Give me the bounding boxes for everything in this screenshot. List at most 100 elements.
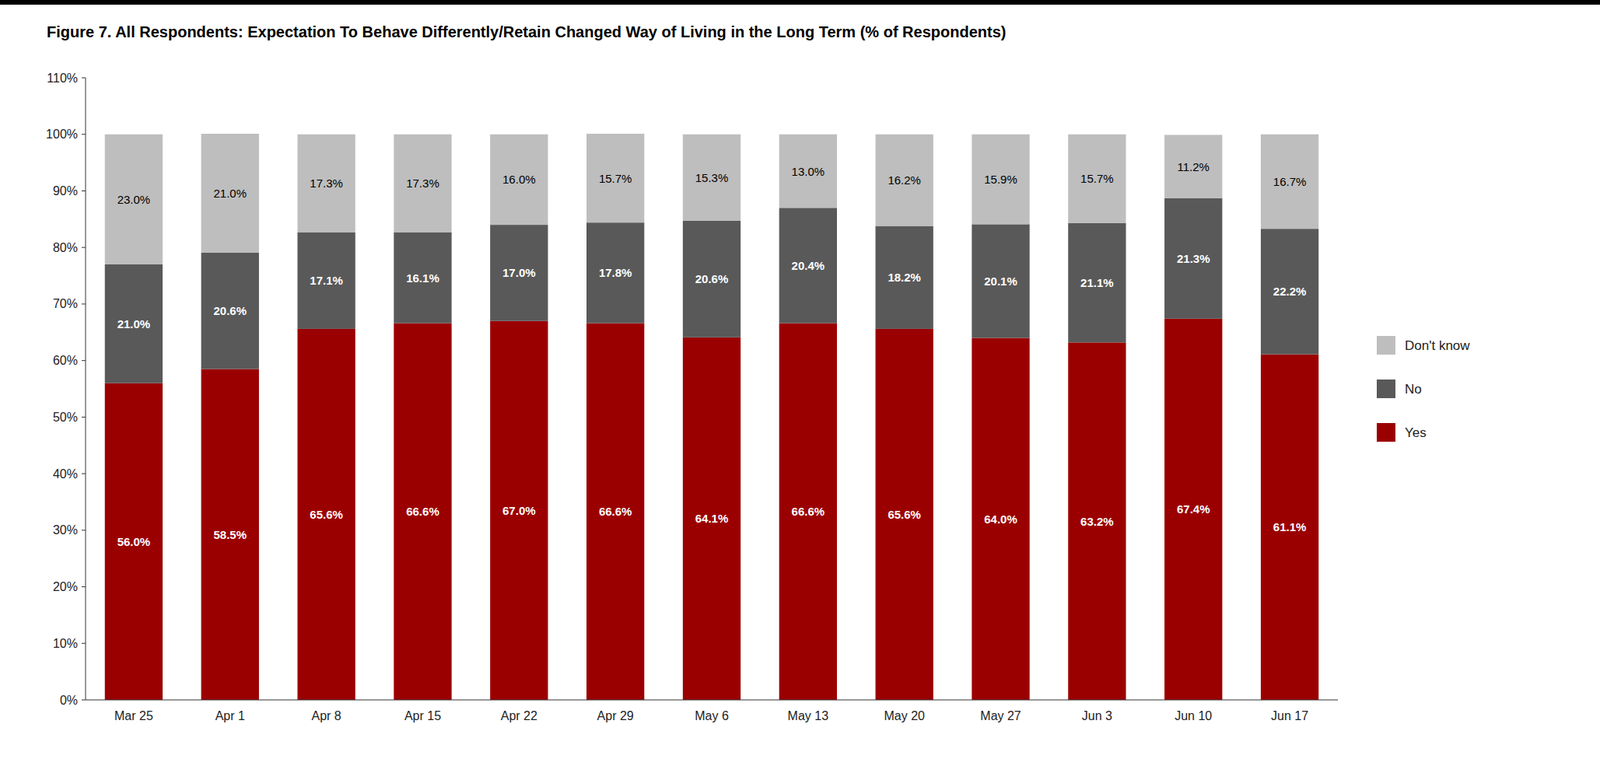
data-label: 13.0% [791,164,826,179]
data-label: 56.0% [117,535,151,549]
x-axis-line [85,700,1338,701]
bar-segment [1260,228,1319,354]
bar-segment [1164,134,1222,198]
bar-segment [875,226,934,330]
chart: Figure 7. All Respondents: Expectation T… [0,0,1600,766]
y-tick-label: 70% [52,297,78,311]
legend-swatch [1376,423,1396,442]
bar-segment [1067,223,1126,343]
bar-segment [490,321,548,701]
bar-segment [586,133,645,223]
data-label: 64.0% [983,512,1018,526]
title: Figure 7. All Respondents: Expectation T… [46,23,1006,41]
y-tick-label: 30% [52,523,78,537]
x-tick-label: Jun 3 [1081,709,1113,723]
y-tick-label: 100% [45,127,78,141]
bar-segment [971,134,1030,225]
bar-segment [490,134,548,225]
data-label: 11.2% [1177,160,1210,174]
x-tick-label: Apr 29 [597,709,634,723]
data-label: 17.8% [598,266,633,280]
bar-segment [393,134,452,233]
data-label: 58.5% [213,528,247,542]
bar-segment [1260,354,1319,701]
y-tick [81,133,86,135]
bars [105,133,1319,701]
bar-segment [201,133,260,253]
data-label: 20.1% [983,274,1018,288]
bar-segment [779,207,837,323]
x-tick-label: Jun 17 [1270,709,1309,723]
background [0,0,1600,766]
y-tick [81,643,86,645]
x-tick-label: Jun 10 [1174,709,1212,723]
data-label: 61.1% [1273,520,1307,534]
y-tick-label: 50% [52,410,78,424]
bar-segment [105,264,163,384]
bar-segment [1067,342,1126,701]
data-label: 23.0% [117,192,151,207]
y-tick-label: 20% [52,580,78,594]
bar-segment [297,329,355,701]
y-axis-line [85,77,87,701]
y-tick-label: 60% [52,353,78,368]
legend-label: Yes [1404,425,1427,441]
data-label: 15.7% [598,171,633,186]
y-tick [81,700,86,701]
data-label: 20.6% [695,272,729,286]
data-label: 16.2% [887,173,921,187]
axes: 0%10%20%30%40%50%60%70%80%90%100%110%Mar… [45,71,1338,724]
data-label: 22.2% [1273,284,1307,298]
data-label: 21.0% [213,186,247,200]
bar-segment [490,224,548,322]
data-label: 67.4% [1176,502,1211,516]
bar-segment [1164,318,1222,701]
y-tick-label: 10% [52,637,78,651]
data-label: 63.2% [1080,514,1114,529]
y-tick [81,190,86,192]
x-tick-label: Apr 22 [500,709,538,723]
y-tick [81,416,86,418]
data-label: 66.6% [791,504,826,519]
bar-segment [682,134,741,221]
y-tick [81,247,86,249]
y-tick [81,303,86,305]
top-border [0,0,1600,5]
x-tick-label: Apr 8 [311,709,341,723]
data-label: 17.1% [309,273,344,288]
data-label: 21.3% [1176,252,1211,266]
y-tick-label: 110% [46,71,78,85]
y-tick-label: 90% [52,184,78,198]
bar-segment [393,323,452,701]
legend: Don't knowNoYes [1376,336,1471,442]
y-tick [81,77,86,79]
bar-segment [586,222,645,323]
y-tick [81,360,86,361]
y-tick-label: 40% [52,467,78,481]
data-label: 17.3% [309,176,344,190]
bar-segment [875,329,934,701]
legend-swatch [1376,379,1396,399]
bar-segment [682,337,741,701]
data-label: 65.6% [309,507,344,522]
data-label: 16.0% [502,172,536,186]
data-label: 21.1% [1080,276,1114,290]
bar-segment [682,220,741,338]
bar-segment [586,323,645,701]
bar-segment [297,232,355,330]
data-label: 17.0% [502,266,536,280]
bar-segment [1164,198,1222,319]
data-label: 67.0% [502,504,536,518]
x-tick-label: May 13 [787,709,830,723]
y-tick [81,529,86,531]
bar-segment [1067,134,1126,224]
x-tick-label: May 20 [883,709,925,723]
bar-segment [105,134,163,265]
bar-segment [393,232,452,324]
data-label: 66.6% [406,504,440,519]
data-label: 15.7% [1080,171,1114,186]
data-label: 17.3% [406,176,440,190]
data-label: 20.6% [213,304,247,318]
data-label: 15.3% [695,171,729,185]
x-tick-label: Apr 1 [215,709,246,723]
